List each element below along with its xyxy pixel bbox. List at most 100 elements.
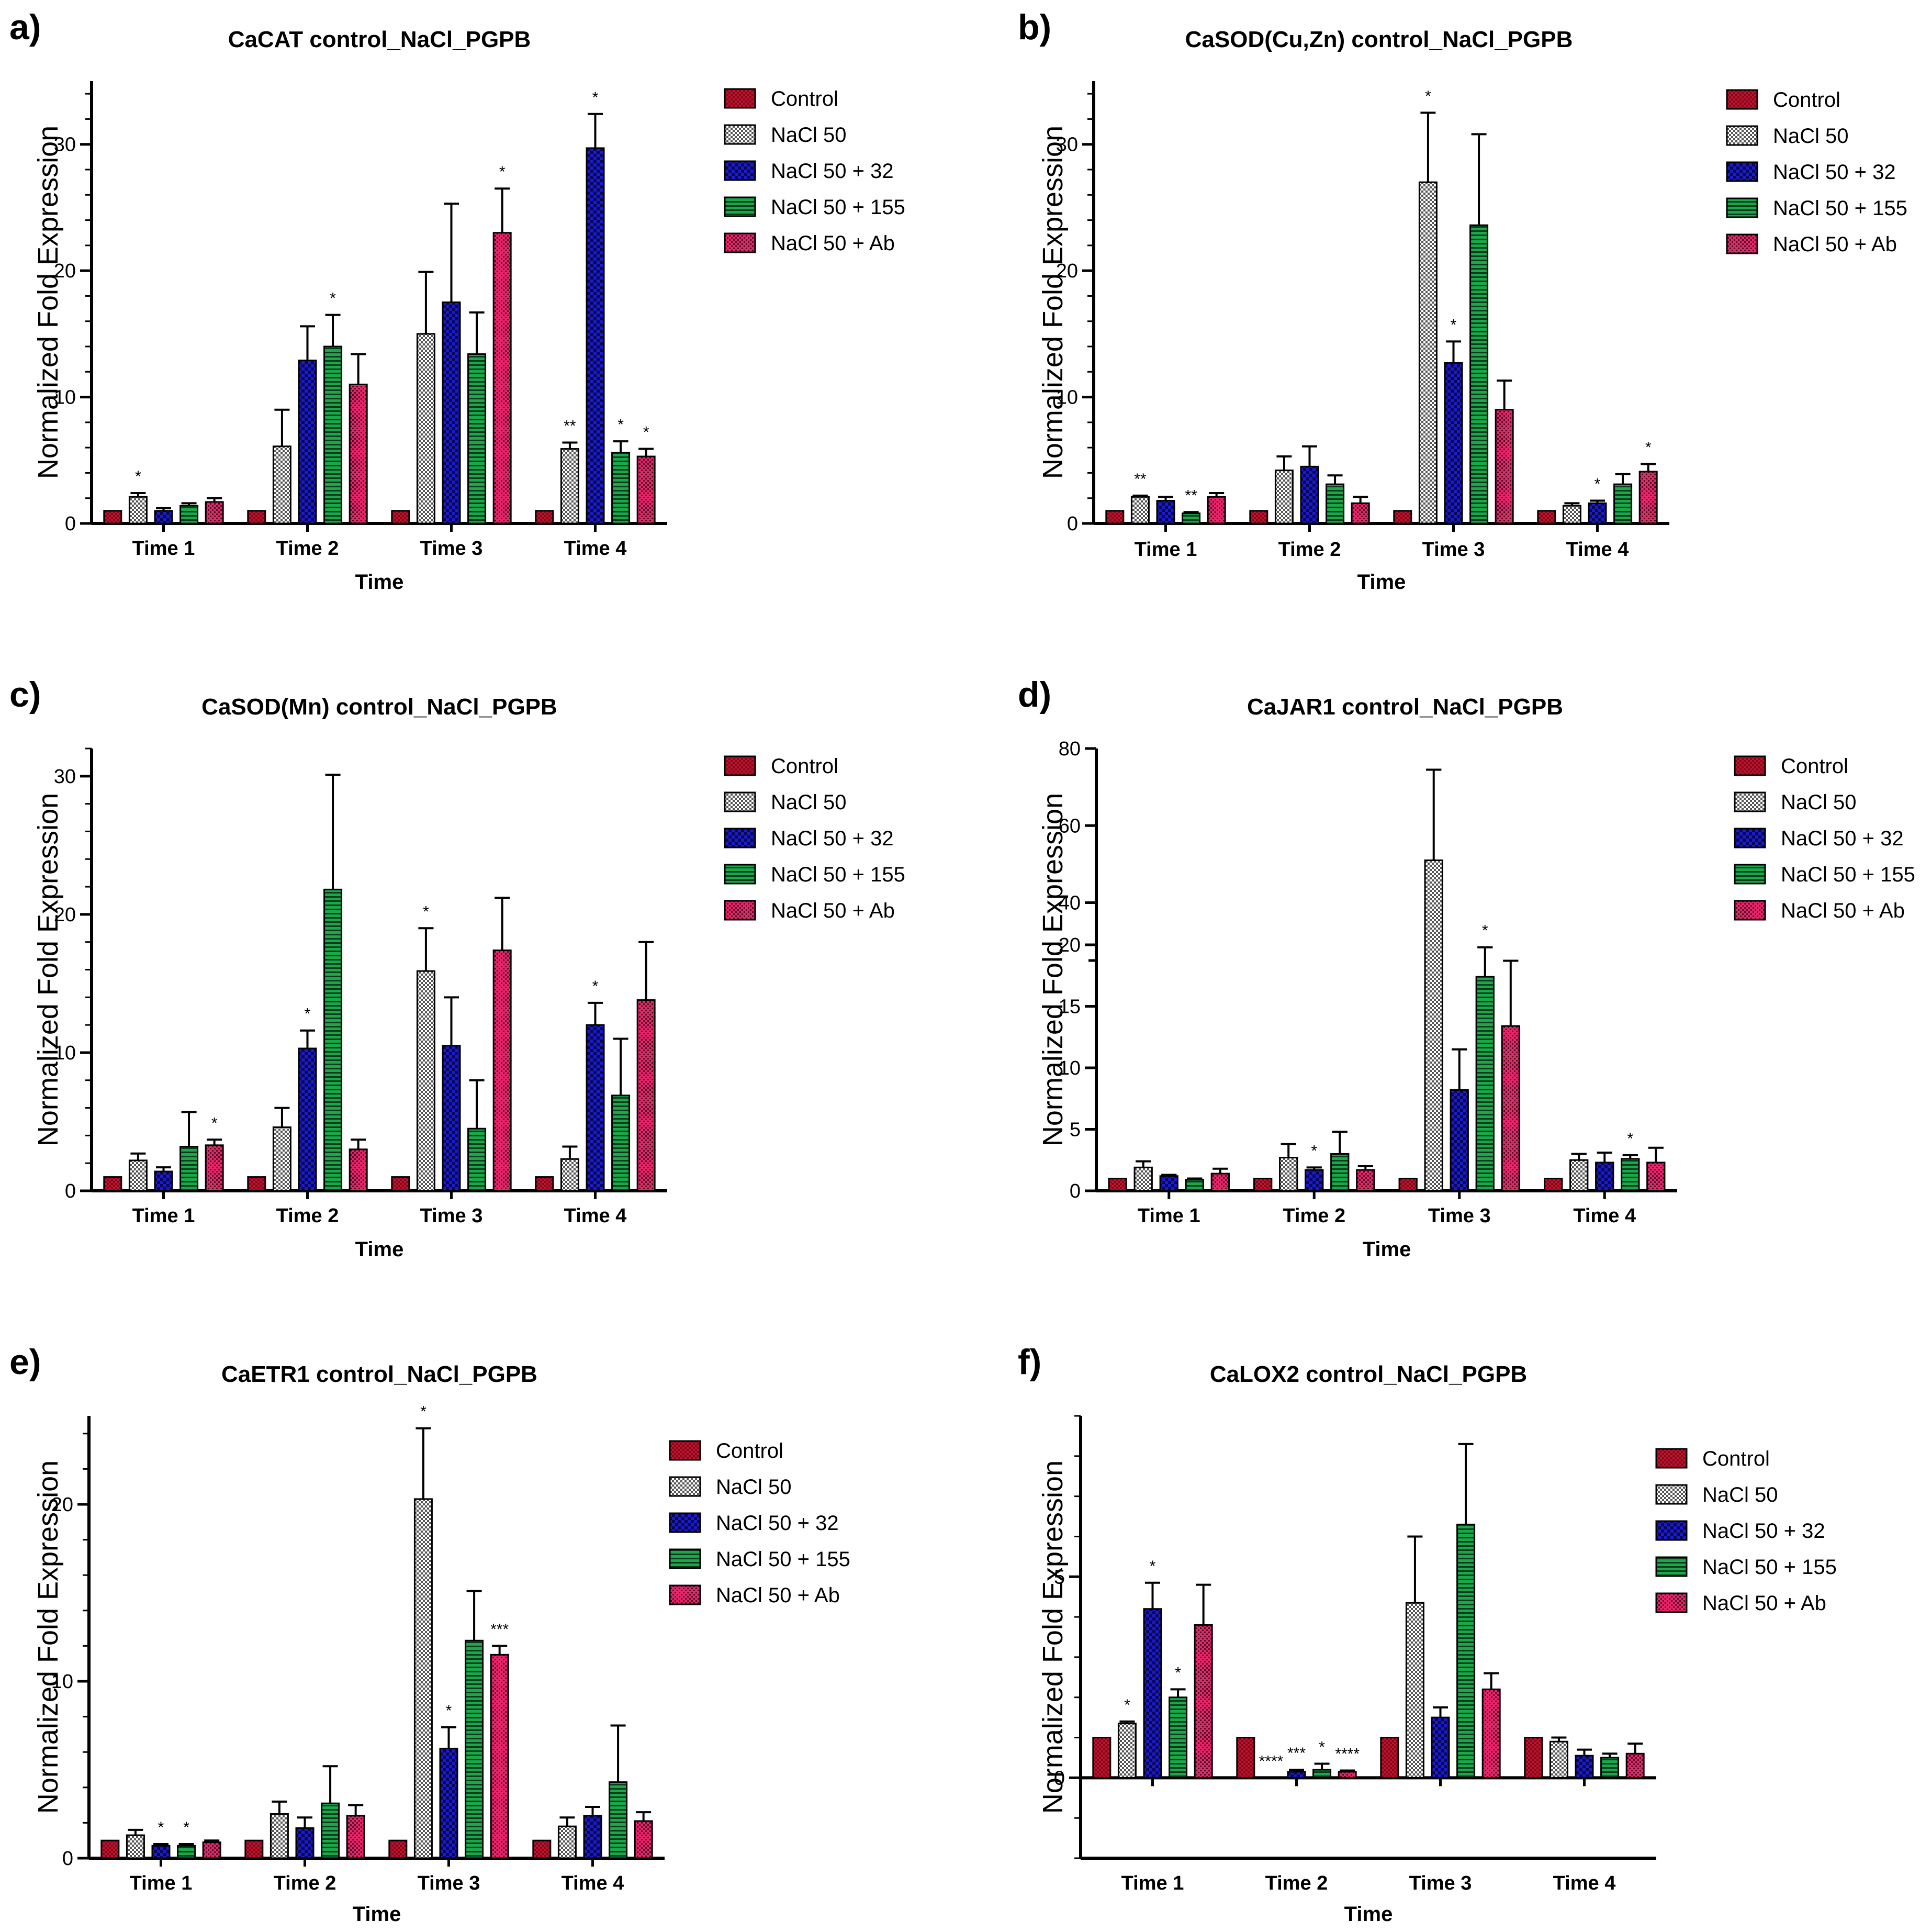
y-axis-label: Normalized Fold Expression bbox=[32, 1460, 64, 1814]
bar bbox=[1575, 1755, 1594, 1779]
significance-label: * bbox=[211, 1114, 218, 1132]
bar bbox=[1444, 362, 1463, 524]
chart-panel-d: d) CaJAR1 control_NaCl_PGPB 0 5 10 15 20 40 60 80… bbox=[1018, 675, 1915, 1261]
legend-swatch bbox=[1734, 828, 1766, 848]
bar bbox=[202, 1841, 221, 1859]
bar bbox=[439, 1747, 458, 1859]
bar bbox=[1456, 1523, 1476, 1779]
legend-label: NaCl 50 + 32 bbox=[771, 160, 894, 183]
bar bbox=[467, 1127, 487, 1192]
x-tick-label: Time 2 bbox=[276, 1205, 339, 1227]
bar bbox=[1092, 1737, 1111, 1779]
legend-swatch bbox=[1734, 900, 1766, 921]
y-tick-label: 0 bbox=[1070, 1180, 1081, 1202]
bar bbox=[1159, 1175, 1178, 1192]
bar bbox=[1638, 471, 1658, 524]
y-axis-label: Normalized Fold Expression bbox=[1037, 1460, 1069, 1814]
x-tick-label: Time 3 bbox=[1422, 539, 1485, 561]
panel-letter: c) bbox=[9, 675, 41, 714]
legend-swatch bbox=[1655, 1484, 1688, 1505]
legend-label: NaCl 50 + 32 bbox=[716, 1512, 839, 1535]
legend-label: NaCl 50 + 32 bbox=[1781, 827, 1904, 850]
bar bbox=[413, 1498, 433, 1859]
x-axis-label: Time bbox=[1357, 571, 1406, 594]
y-tick-label: 0 bbox=[65, 1180, 76, 1202]
panel-letter: d) bbox=[1018, 675, 1051, 714]
y-tick-label: 60 bbox=[1059, 815, 1081, 837]
bar bbox=[1501, 1025, 1520, 1192]
significance-label: * bbox=[1645, 439, 1652, 456]
bar bbox=[490, 1654, 509, 1859]
bar bbox=[560, 448, 579, 524]
significance-label: * bbox=[1482, 922, 1488, 940]
bar bbox=[1469, 224, 1489, 524]
legend-swatch bbox=[724, 864, 756, 885]
legend-label: NaCl 50 bbox=[1702, 1483, 1778, 1506]
x-tick-label: Time 3 bbox=[420, 538, 483, 560]
legend: Control NaCl 50 NaCl 50 + 32 NaCl 50 + 155 N… bbox=[724, 755, 905, 922]
legend-swatch bbox=[1726, 89, 1758, 110]
legend-label: NaCl 50 bbox=[716, 1476, 792, 1499]
significance-label: * bbox=[1319, 1738, 1325, 1756]
significance-label: * bbox=[420, 1403, 426, 1421]
bar bbox=[1338, 1771, 1357, 1779]
bar bbox=[244, 1839, 264, 1859]
x-tick-label: Time 2 bbox=[276, 538, 339, 560]
bar bbox=[1185, 1179, 1204, 1192]
bar bbox=[492, 232, 512, 524]
legend-label: NaCl 50 + 32 bbox=[1773, 161, 1896, 184]
x-tick-label: Time 4 bbox=[1566, 539, 1629, 561]
significance-label: * bbox=[330, 290, 336, 307]
chart-title: CaLOX2 control_NaCl_PGPB bbox=[1210, 1361, 1527, 1387]
bar bbox=[1405, 1602, 1424, 1779]
x-axis-label: Time bbox=[1363, 1238, 1411, 1261]
significance-label: * bbox=[1175, 1664, 1181, 1681]
legend-label: NaCl 50 bbox=[1781, 791, 1857, 814]
bar bbox=[128, 1159, 148, 1192]
y-tick-label: 5 bbox=[1054, 1566, 1065, 1588]
chart-title: CaSOD(Cu,Zn) control_NaCl_PGPB bbox=[1185, 27, 1573, 52]
bar bbox=[1207, 496, 1226, 524]
legend-label: NaCl 50 + Ab bbox=[1773, 233, 1897, 256]
legend-label: NaCl 50 + 155 bbox=[771, 196, 905, 219]
bar bbox=[128, 496, 148, 524]
bar bbox=[270, 1813, 289, 1859]
legend-label: NaCl 50 + 155 bbox=[716, 1548, 850, 1571]
y-tick-label: 30 bbox=[54, 134, 76, 156]
bar bbox=[151, 1845, 171, 1859]
chart-panel-b: b) CaSOD(Cu,Zn) control_NaCl_PGPB0102030N… bbox=[1018, 7, 1907, 594]
bar bbox=[177, 1845, 196, 1859]
bar bbox=[100, 1839, 120, 1859]
bar bbox=[1549, 1740, 1568, 1779]
charts-root: a) CaCAT control_NaCl_PGPB0102030Normaliz… bbox=[9, 7, 1915, 1926]
significance-label: * bbox=[643, 424, 649, 441]
legend-label: Control bbox=[771, 755, 838, 778]
y-tick-label: 10 bbox=[54, 1042, 76, 1064]
bar bbox=[586, 147, 605, 524]
legend-label: NaCl 50 + 155 bbox=[771, 863, 905, 886]
y-tick-label: 5 bbox=[1070, 1119, 1081, 1141]
legend-label: NaCl 50 + Ab bbox=[771, 899, 895, 922]
x-tick-label: Time 4 bbox=[1573, 1205, 1636, 1227]
bar bbox=[416, 333, 435, 524]
panel-letter: f) bbox=[1018, 1342, 1041, 1382]
bar bbox=[298, 360, 317, 524]
bar bbox=[634, 1820, 653, 1859]
y-tick-label: 30 bbox=[1056, 134, 1078, 156]
legend-swatch bbox=[1655, 1556, 1688, 1577]
bar bbox=[1312, 1769, 1332, 1779]
bar bbox=[1380, 1737, 1399, 1779]
chart-title: CaSOD(Mn) control_NaCl_PGPB bbox=[201, 694, 557, 720]
bar bbox=[272, 445, 291, 524]
legend-swatch bbox=[724, 755, 756, 776]
bar bbox=[1418, 181, 1438, 524]
bar bbox=[103, 1176, 122, 1192]
bar bbox=[1398, 1178, 1418, 1192]
bar bbox=[205, 1144, 224, 1192]
bar bbox=[1253, 1178, 1273, 1192]
bar bbox=[1431, 1716, 1450, 1779]
bar bbox=[535, 1176, 554, 1192]
x-tick-label: Time 3 bbox=[420, 1205, 483, 1227]
bar bbox=[126, 1834, 145, 1859]
legend-label: Control bbox=[1702, 1447, 1770, 1470]
